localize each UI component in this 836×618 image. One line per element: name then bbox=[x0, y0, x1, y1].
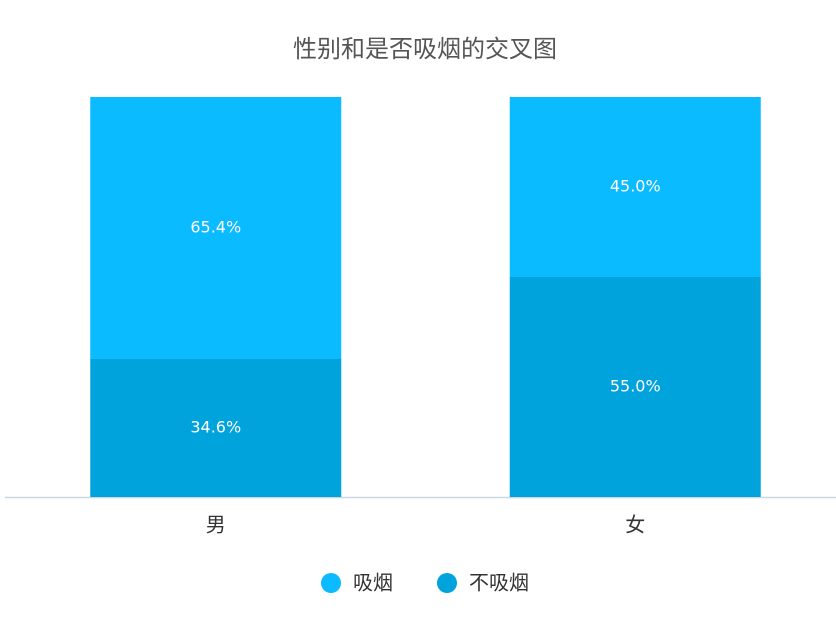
value-label: 45.0% bbox=[610, 177, 661, 196]
legend-label: 不吸烟 bbox=[469, 571, 529, 595]
bar-segment bbox=[509, 97, 761, 277]
value-label: 34.6% bbox=[190, 417, 241, 436]
bar-segment bbox=[90, 358, 342, 497]
legend-label: 吸烟 bbox=[353, 571, 393, 595]
chart-title: 性别和是否吸烟的交叉图 bbox=[293, 35, 557, 63]
bar-segment bbox=[90, 97, 342, 359]
x-tick-label: 女 bbox=[625, 513, 645, 537]
value-label: 65.4% bbox=[190, 217, 241, 236]
legend-marker bbox=[321, 573, 341, 593]
legend-marker bbox=[437, 573, 457, 593]
value-label: 55.0% bbox=[610, 377, 661, 396]
bar-segment bbox=[509, 277, 761, 497]
x-tick-label: 男 bbox=[206, 513, 226, 537]
